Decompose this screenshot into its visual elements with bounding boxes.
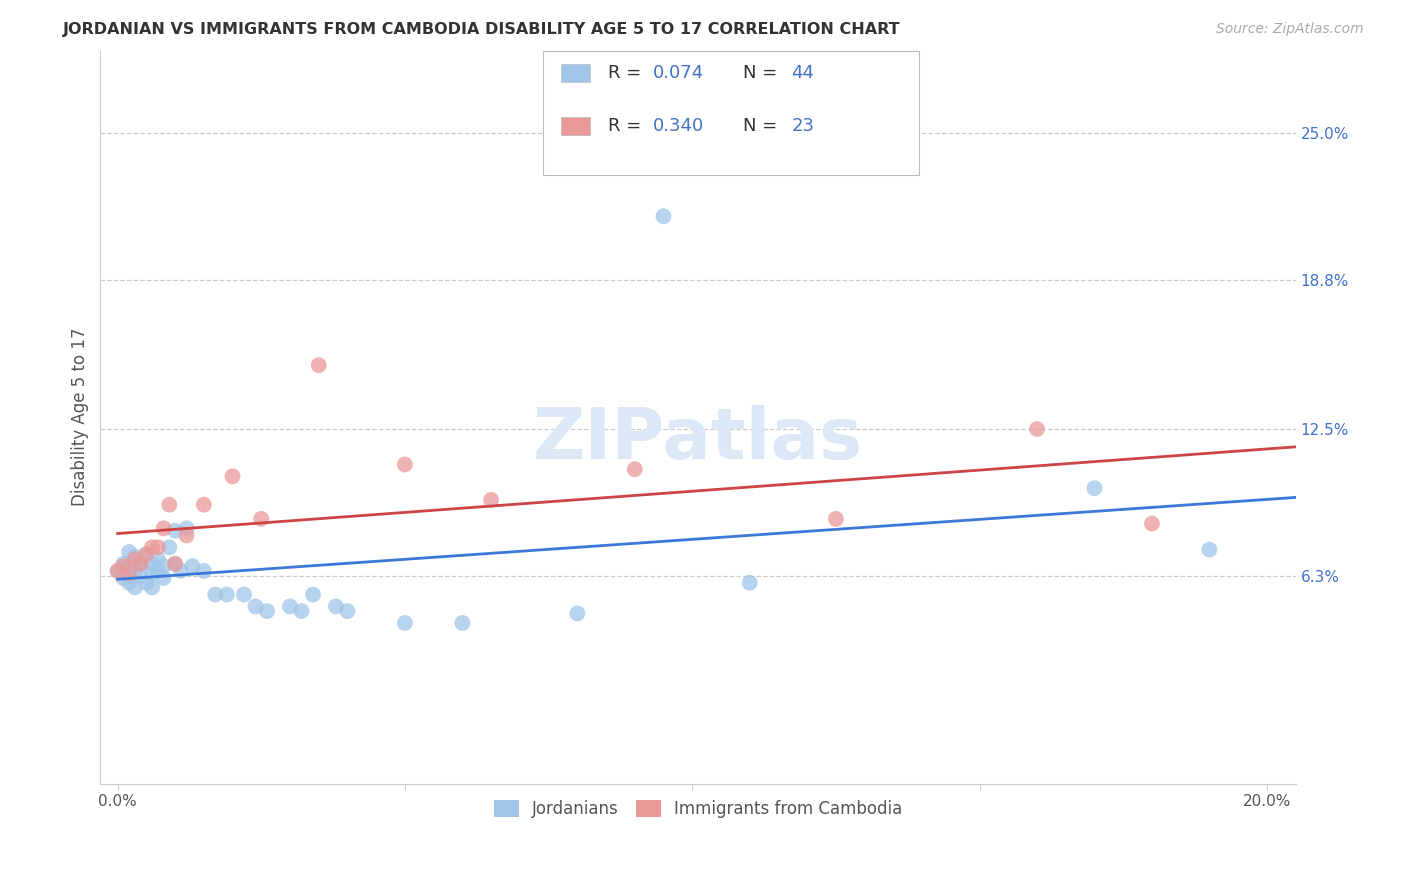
- Point: [1083, 481, 1105, 495]
- Point: [451, 615, 474, 630]
- Point: [135, 547, 157, 561]
- Point: [124, 552, 146, 566]
- Point: [204, 588, 226, 602]
- Text: 44: 44: [792, 64, 814, 82]
- Point: [141, 581, 163, 595]
- Text: ZIPatlas: ZIPatlas: [533, 405, 863, 474]
- Text: R =: R =: [609, 117, 647, 136]
- Point: [165, 557, 187, 571]
- Point: [118, 566, 141, 581]
- Point: [165, 557, 187, 571]
- Point: [308, 358, 330, 372]
- Point: [193, 498, 215, 512]
- Point: [118, 559, 141, 574]
- Point: [141, 541, 163, 555]
- Point: [135, 547, 157, 561]
- Point: [112, 559, 135, 574]
- Point: [146, 564, 169, 578]
- Point: [623, 462, 645, 476]
- Legend: Jordanians, Immigrants from Cambodia: Jordanians, Immigrants from Cambodia: [485, 792, 911, 827]
- Point: [250, 512, 273, 526]
- Text: N =: N =: [744, 64, 783, 82]
- Text: N =: N =: [744, 117, 783, 136]
- Point: [290, 604, 312, 618]
- Point: [176, 521, 198, 535]
- Point: [256, 604, 278, 618]
- Point: [233, 588, 256, 602]
- Point: [825, 512, 848, 526]
- Text: 0.340: 0.340: [652, 117, 704, 136]
- Point: [146, 552, 169, 566]
- Point: [215, 588, 238, 602]
- Point: [181, 559, 204, 574]
- Point: [107, 564, 129, 578]
- Point: [176, 528, 198, 542]
- Text: JORDANIAN VS IMMIGRANTS FROM CAMBODIA DISABILITY AGE 5 TO 17 CORRELATION CHART: JORDANIAN VS IMMIGRANTS FROM CAMBODIA DI…: [63, 22, 901, 37]
- Point: [157, 498, 180, 512]
- FancyBboxPatch shape: [561, 117, 591, 135]
- Text: R =: R =: [609, 64, 647, 82]
- Point: [129, 557, 152, 571]
- Point: [245, 599, 267, 614]
- Y-axis label: Disability Age 5 to 17: Disability Age 5 to 17: [72, 328, 89, 507]
- Point: [1198, 542, 1220, 557]
- Point: [165, 524, 187, 538]
- Point: [652, 209, 675, 223]
- Point: [129, 568, 152, 582]
- Point: [193, 564, 215, 578]
- Point: [325, 599, 347, 614]
- FancyBboxPatch shape: [561, 64, 591, 82]
- Point: [157, 541, 180, 555]
- Point: [146, 541, 169, 555]
- Point: [336, 604, 359, 618]
- Point: [118, 545, 141, 559]
- FancyBboxPatch shape: [543, 51, 920, 175]
- Point: [135, 575, 157, 590]
- Point: [152, 521, 174, 535]
- Text: 23: 23: [792, 117, 814, 136]
- Point: [1026, 422, 1049, 436]
- Point: [278, 599, 301, 614]
- Point: [112, 571, 135, 585]
- Point: [141, 557, 163, 571]
- Point: [112, 557, 135, 571]
- Text: 0.074: 0.074: [652, 64, 704, 82]
- Point: [129, 557, 152, 571]
- Point: [124, 581, 146, 595]
- Text: Source: ZipAtlas.com: Source: ZipAtlas.com: [1216, 22, 1364, 37]
- Point: [1140, 516, 1163, 531]
- Point: [152, 571, 174, 585]
- Point: [107, 564, 129, 578]
- Point: [567, 607, 589, 621]
- Point: [302, 588, 325, 602]
- Point: [738, 575, 761, 590]
- Point: [170, 564, 193, 578]
- Point: [394, 458, 416, 472]
- Point: [221, 469, 243, 483]
- Point: [479, 493, 502, 508]
- Point: [124, 564, 146, 578]
- Point: [394, 615, 416, 630]
- Point: [118, 575, 141, 590]
- Point: [124, 549, 146, 564]
- Point: [152, 559, 174, 574]
- Point: [141, 566, 163, 581]
